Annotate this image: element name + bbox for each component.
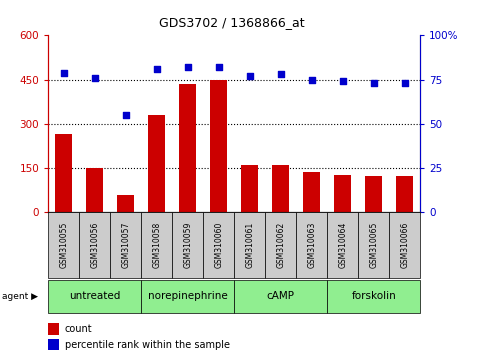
Text: GDS3702 / 1368866_at: GDS3702 / 1368866_at [159, 16, 305, 29]
Text: norepinephrine: norepinephrine [148, 291, 227, 302]
Text: count: count [65, 324, 92, 334]
Text: GSM310060: GSM310060 [214, 222, 223, 268]
Text: agent ▶: agent ▶ [2, 292, 39, 301]
Bar [117, 195, 134, 212]
Point [308, 77, 315, 82]
Point [246, 73, 254, 79]
Bar [172, 212, 203, 278]
Point [60, 70, 68, 75]
Point [401, 80, 409, 86]
Bar [141, 280, 234, 313]
Bar [110, 212, 142, 278]
Point [122, 112, 129, 118]
Bar [141, 212, 172, 278]
Bar [234, 280, 327, 313]
Bar [179, 84, 196, 212]
Point [184, 64, 192, 70]
Bar [334, 175, 351, 212]
Bar [358, 212, 389, 278]
Text: GSM310065: GSM310065 [369, 222, 378, 268]
Bar [327, 212, 358, 278]
Bar [396, 176, 413, 212]
Point [370, 80, 378, 86]
Text: percentile rank within the sample: percentile rank within the sample [65, 340, 230, 350]
Bar [210, 80, 227, 212]
Text: GSM310061: GSM310061 [245, 222, 254, 268]
Point [91, 75, 99, 81]
Bar [272, 165, 289, 212]
Text: GSM310055: GSM310055 [59, 222, 68, 268]
Bar [389, 212, 420, 278]
Bar [303, 172, 320, 212]
Bar [296, 212, 327, 278]
Text: untreated: untreated [69, 291, 120, 302]
Bar [48, 280, 142, 313]
Text: GSM310063: GSM310063 [307, 222, 316, 268]
Bar [265, 212, 296, 278]
Text: GSM310062: GSM310062 [276, 222, 285, 268]
Text: GSM310058: GSM310058 [152, 222, 161, 268]
Bar [148, 115, 165, 212]
Text: GSM310066: GSM310066 [400, 222, 409, 268]
Point [153, 66, 161, 72]
Text: GSM310057: GSM310057 [121, 222, 130, 268]
Bar [241, 165, 258, 212]
Bar [365, 176, 382, 212]
Point [277, 72, 284, 77]
Text: forskolin: forskolin [351, 291, 396, 302]
Text: GSM310064: GSM310064 [338, 222, 347, 268]
Text: GSM310056: GSM310056 [90, 222, 99, 268]
Bar [79, 212, 110, 278]
Text: cAMP: cAMP [267, 291, 295, 302]
Bar [203, 212, 234, 278]
Bar [55, 134, 72, 212]
Bar [234, 212, 265, 278]
Bar [327, 280, 420, 313]
Text: GSM310059: GSM310059 [183, 222, 192, 268]
Bar [48, 212, 79, 278]
Point [339, 79, 347, 84]
Bar [86, 167, 103, 212]
Point [215, 64, 223, 70]
